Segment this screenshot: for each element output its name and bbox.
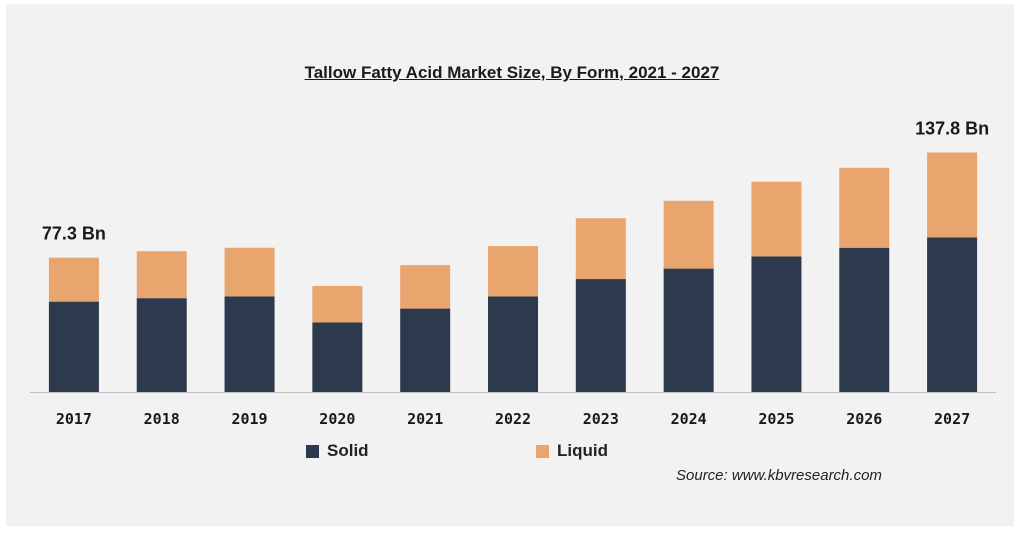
bar-solid-2020 xyxy=(312,322,363,392)
x-tick-label-2023: 2023 xyxy=(583,410,619,428)
x-tick-label-2026: 2026 xyxy=(846,410,882,428)
x-tick-label-2027: 2027 xyxy=(934,410,970,428)
bar-solid-2021 xyxy=(400,308,451,392)
bar-solid-2025 xyxy=(751,256,802,392)
legend-swatch-liquid xyxy=(536,444,549,458)
bar-liquid-2026 xyxy=(839,167,890,248)
bar-liquid-2020 xyxy=(312,285,363,323)
bar-liquid-2018 xyxy=(136,251,187,299)
legend-item-solid: Solid xyxy=(306,441,369,461)
bar-liquid-2021 xyxy=(400,265,451,309)
data-label-2027: 137.8 Bn xyxy=(915,119,989,139)
legend-swatch-solid xyxy=(306,444,319,458)
bar-solid-2022 xyxy=(488,296,538,392)
legend-label-liquid: Liquid xyxy=(557,441,608,460)
chart-title-text: Tallow Fatty Acid Market Size, By Form, … xyxy=(304,63,720,82)
bar-liquid-2025 xyxy=(751,181,802,257)
bar-solid-2019 xyxy=(224,296,275,392)
bar-liquid-2023 xyxy=(575,218,626,280)
legend-item-liquid: Liquid xyxy=(536,441,608,461)
x-tick-label-2022: 2022 xyxy=(495,410,531,428)
x-tick-label-2020: 2020 xyxy=(319,410,355,428)
bar-solid-2017 xyxy=(48,301,99,392)
x-tick-label-2024: 2024 xyxy=(671,410,707,428)
x-tick-label-2017: 2017 xyxy=(56,410,92,428)
bar-solid-2026 xyxy=(839,247,890,392)
data-label-2017: 77.3 Bn xyxy=(42,224,106,244)
bar-solid-2024 xyxy=(663,268,714,392)
bar-liquid-2019 xyxy=(224,247,275,297)
x-tick-label-2018: 2018 xyxy=(144,410,180,428)
bar-solid-2023 xyxy=(575,279,626,392)
x-tick-label-2025: 2025 xyxy=(758,410,794,428)
bar-liquid-2027 xyxy=(927,152,978,238)
x-tick-label-2021: 2021 xyxy=(407,410,443,428)
bar-solid-2027 xyxy=(927,237,978,392)
bar-solid-2018 xyxy=(136,298,187,392)
chart-title: Tallow Fatty Acid Market Size, By Form, … xyxy=(0,63,1024,83)
source-note: Source: www.kbvresearch.com xyxy=(676,467,882,484)
legend-label-solid: Solid xyxy=(327,441,369,460)
bar-liquid-2017 xyxy=(48,257,99,302)
bar-liquid-2022 xyxy=(488,246,538,297)
bar-liquid-2024 xyxy=(663,200,714,269)
x-tick-label-2019: 2019 xyxy=(231,410,267,428)
